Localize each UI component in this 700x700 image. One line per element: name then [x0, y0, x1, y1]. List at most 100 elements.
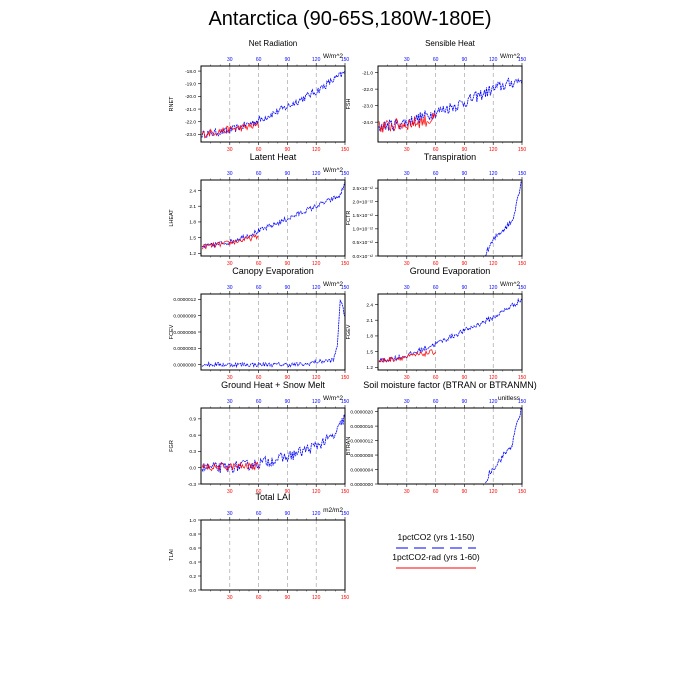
x-tick-label-bottom: 150 [341, 147, 350, 153]
x-tick-label-bottom: 120 [312, 489, 321, 495]
y-tick-label: 0.0000020 [350, 409, 373, 415]
x-tick-label-top: 60 [256, 399, 262, 405]
panel-units: W/m^2 [500, 53, 520, 60]
x-tick-label-bottom: 60 [256, 261, 262, 267]
x-tick-label-bottom: 90 [285, 489, 291, 495]
chart-panel-1: Net Radiation W/m^2 30 30 60 60 90 90 120 120 150 1… [169, 39, 349, 153]
x-tick-label-top: 120 [312, 171, 321, 177]
y-axis-label: FCTR [346, 211, 352, 226]
x-tick-label-top: 30 [404, 285, 410, 291]
x-tick-label-bottom: 60 [256, 375, 262, 381]
chart-panel-9: Total LAI m2/m2 30 30 60 60 90 90 120 120 150 150 1.… [169, 492, 349, 601]
x-tick-label-bottom: 90 [285, 147, 291, 153]
x-tick-label-bottom: 60 [256, 595, 262, 601]
x-tick-label-bottom: 90 [462, 375, 468, 381]
legend-label: 1pctCO2-rad (yrs 1-60) [392, 552, 480, 562]
x-tick-label-top: 60 [256, 57, 262, 63]
y-tick-label: 2.5×10⁻¹² [352, 186, 373, 192]
y-axis-label: FCEV [169, 324, 175, 339]
plot-frame [200, 179, 346, 257]
chart-panel-2: Sensible Heat W/m^2 30 30 60 60 90 90 120 120 150 1… [346, 39, 526, 153]
x-tick-label-top: 60 [256, 285, 262, 291]
series-line-main [485, 407, 523, 484]
panel-units: W/m^2 [323, 281, 343, 288]
series-line-main [378, 297, 523, 363]
y-tick-label: 1.8 [189, 220, 196, 226]
x-tick-label-top: 90 [285, 511, 291, 517]
x-tick-label-bottom: 60 [256, 147, 262, 153]
y-axis-label: TLAI [169, 549, 175, 561]
series-line-main [201, 70, 346, 139]
x-tick-label-top: 150 [518, 285, 527, 291]
x-tick-label-top: 30 [404, 399, 410, 405]
y-tick-label: -24.0 [362, 120, 373, 126]
chart-panel-3: Latent Heat W/m^2 30 30 60 60 90 90 120 120 150 150… [169, 152, 349, 267]
y-tick-label: 0.3 [189, 449, 196, 455]
plot-frame [200, 293, 346, 371]
y-axis-label: FSH [346, 98, 352, 109]
x-tick-label-top: 90 [285, 171, 291, 177]
x-tick-label-bottom: 150 [518, 147, 527, 153]
x-tick-label-bottom: 120 [489, 261, 498, 267]
y-axis-label: LHEAT [169, 209, 175, 227]
y-tick-label: 0.9 [189, 417, 196, 423]
y-tick-label: 0.0000000 [350, 482, 373, 488]
x-tick-label-top: 150 [341, 285, 350, 291]
y-tick-label: 0.0 [189, 466, 196, 472]
x-tick-label-bottom: 30 [227, 147, 233, 153]
chart-panel-6: Ground Evaporation W/m^2 30 30 60 60 90 90 120 12… [346, 266, 526, 381]
y-tick-label: 1.2 [366, 365, 373, 371]
y-axis-label: FGR [169, 440, 175, 452]
x-tick-label-bottom: 90 [462, 489, 468, 495]
legend-label: 1pctCO2 (yrs 1-150) [398, 532, 475, 542]
x-tick-label-top: 120 [489, 171, 498, 177]
x-tick-label-bottom: 150 [341, 489, 350, 495]
plot-frame [377, 407, 523, 485]
x-tick-label-bottom: 120 [312, 595, 321, 601]
x-tick-label-bottom: 30 [227, 489, 233, 495]
chart-panel-5: Canopy Evaporation W/m^2 30 30 60 60 90 90 120 12… [169, 266, 349, 381]
plot-frame [377, 179, 523, 257]
panel-units: W/m^2 [323, 53, 343, 60]
x-tick-label-bottom: 120 [312, 375, 321, 381]
x-tick-label-bottom: 60 [256, 489, 262, 495]
y-tick-label: 0.2 [189, 574, 196, 580]
x-tick-label-bottom: 90 [462, 147, 468, 153]
x-tick-label-top: 60 [433, 285, 439, 291]
x-tick-label-bottom: 90 [285, 261, 291, 267]
panel-title: Sensible Heat [425, 39, 476, 48]
y-tick-label: -22.0 [362, 87, 373, 93]
panel-title: Latent Heat [250, 152, 297, 162]
panel-title: Ground Evaporation [410, 266, 491, 276]
x-tick-label-top: 30 [227, 399, 233, 405]
series-line-rad [378, 112, 436, 133]
x-tick-label-top: 150 [518, 399, 527, 405]
x-tick-label-top: 60 [256, 171, 262, 177]
page-title: Antarctica (90-65S,180W-180E) [208, 8, 492, 30]
panel-units: W/m^2 [323, 167, 343, 174]
legend: 1pctCO2 (yrs 1-150) 1pctCO2-rad (yrs 1-60… [392, 532, 480, 569]
y-tick-label: -20.0 [185, 94, 196, 100]
panel-units: W/m^2 [500, 281, 520, 288]
x-tick-label-bottom: 30 [404, 375, 410, 381]
plot-frame [377, 65, 523, 143]
series-line-rad [378, 349, 436, 364]
x-tick-label-top: 120 [312, 511, 321, 517]
y-tick-label: 2.0×10⁻¹² [352, 200, 373, 206]
chart-panel-7: Ground Heat + Snow Melt W/m^2 30 30 60 60 90 90… [169, 380, 349, 495]
x-tick-label-top: 150 [341, 399, 350, 405]
x-tick-label-bottom: 150 [341, 261, 350, 267]
plot-frame [200, 519, 346, 591]
x-tick-label-bottom: 150 [341, 595, 350, 601]
x-tick-label-top: 30 [227, 511, 233, 517]
y-tick-label: 0.6 [189, 546, 196, 552]
x-tick-label-bottom: 150 [518, 489, 527, 495]
y-tick-label: 0.0000004 [350, 467, 373, 473]
series-line-rad [201, 233, 259, 250]
y-tick-label: 0.5×10⁻¹² [352, 240, 373, 246]
y-tick-label: 2.4 [189, 188, 196, 194]
series-line-main [201, 414, 346, 473]
x-tick-label-top: 120 [312, 285, 321, 291]
